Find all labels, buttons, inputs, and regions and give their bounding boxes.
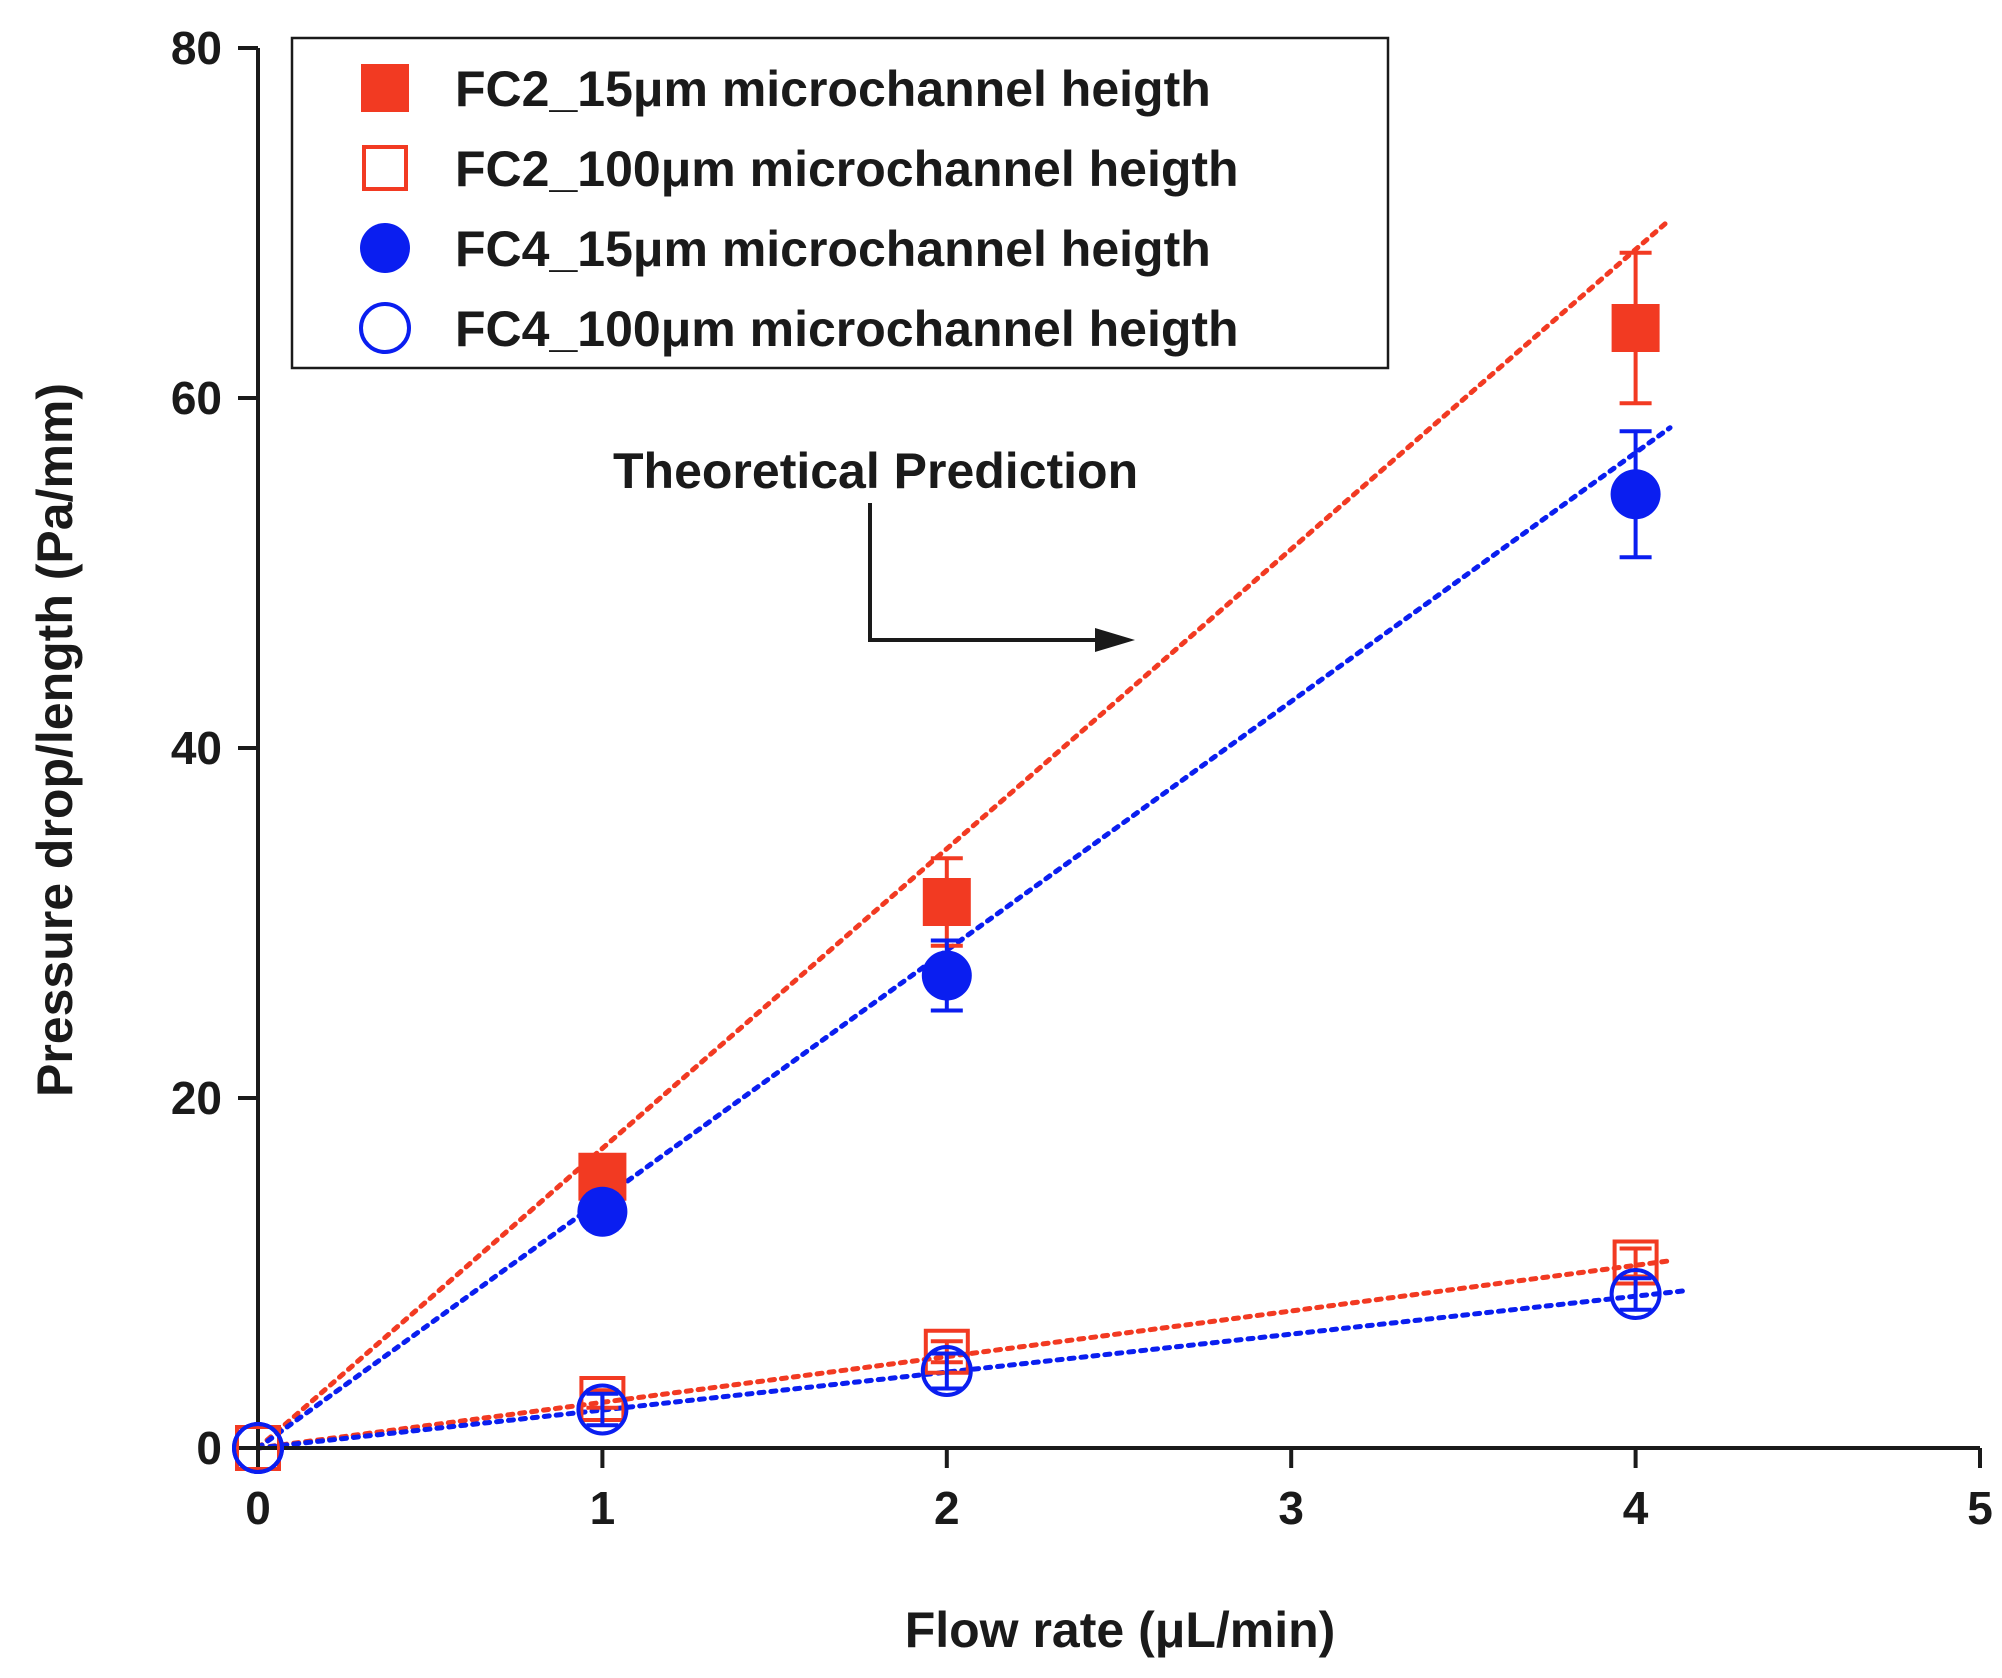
legend: FC2_15μm microchannel heigth FC2_100μm mi…	[290, 36, 1390, 370]
series-fc4-100-m-microchannel-heigth	[232, 1268, 1662, 1474]
x-tick-label: 0	[245, 1482, 271, 1534]
x-axis-title: Flow rate (μL/min)	[905, 1602, 1336, 1658]
y-tick-label: 80	[171, 22, 222, 74]
legend-label-fc2-100-m-microchannel-heigth: FC2_100μm microchannel heigth	[455, 141, 1239, 197]
data-point	[922, 878, 971, 926]
axes: 0 20 40 60 80 0 1 2 3 4 5	[171, 22, 1993, 1534]
y-tick-label: 0	[196, 1422, 222, 1474]
legend-label-fc4-15-m-microchannel-heigth: FC4_15μm microchannel heigth	[455, 221, 1211, 277]
data-point	[232, 1422, 284, 1474]
legend-marker-fc2-100-m-microchannel-heigth	[362, 145, 408, 191]
data-points	[232, 250, 1662, 1474]
legend-marker-fc2-15-m-microchannel-heigth	[361, 64, 409, 112]
legend-label-fc4-100-m-microchannel-heigth: FC4_100μm microchannel heigth	[455, 301, 1239, 357]
data-point	[920, 1345, 973, 1397]
annotation-arrow-line	[868, 503, 1105, 642]
data-point	[1611, 304, 1660, 352]
x-tick-label: 4	[1623, 1482, 1649, 1534]
theoretical-line-fc4-15-m-microchannel-heigth	[255, 425, 1673, 1451]
x-tick-label: 2	[934, 1482, 960, 1534]
legend-label-fc2-15-m-microchannel-heigth: FC2_15μm microchannel heigth	[455, 61, 1211, 117]
theoretical-lines	[255, 217, 1690, 1451]
y-axis-title: Pressure drop/length (Pa/mm)	[27, 383, 83, 1097]
x-tick-label: 1	[590, 1482, 616, 1534]
legend-marker-fc4-100-m-microchannel-heigth	[359, 302, 411, 354]
data-point	[1609, 1268, 1662, 1320]
data-point	[576, 1383, 629, 1436]
data-point	[577, 1186, 628, 1237]
data-point	[921, 950, 972, 1001]
theoretical-line-fc2-15-m-microchannel-heigth	[255, 217, 1673, 1451]
x-tick-label: 3	[1278, 1482, 1304, 1534]
y-tick-label: 40	[171, 722, 222, 774]
legend-box	[290, 36, 1390, 370]
y-tick-label: 20	[171, 1072, 222, 1124]
data-point	[235, 1425, 281, 1471]
data-point	[1610, 469, 1661, 520]
annotation-text: Theoretical Prediction	[613, 443, 1138, 499]
legend-marker-fc4-15-m-microchannel-heigth	[360, 223, 410, 273]
x-tick-label: 5	[1967, 1482, 1993, 1534]
series-fc2-15-m-microchannel-heigth	[235, 250, 1660, 1471]
annotation-arrowhead	[1095, 628, 1135, 652]
theoretical-prediction-annotation: Theoretical Prediction	[613, 443, 1138, 652]
y-tick-label: 60	[171, 372, 222, 424]
series-fc4-15-m-microchannel-heigth	[232, 429, 1661, 1474]
